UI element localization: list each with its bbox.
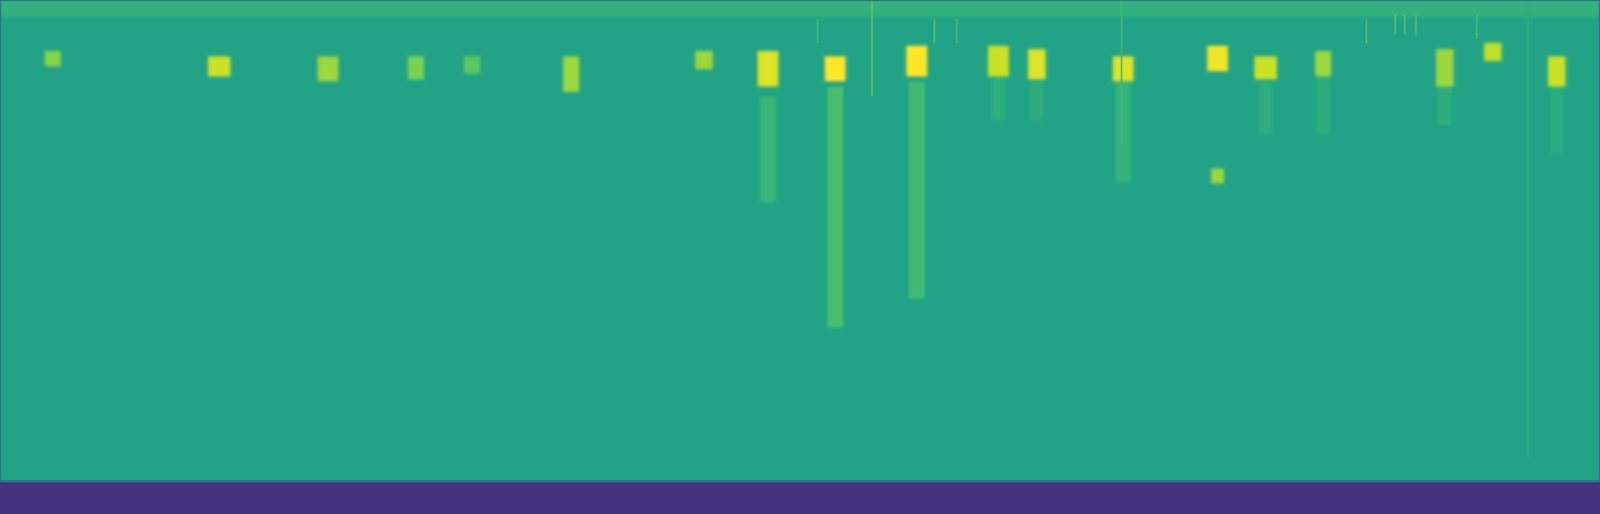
call: [906, 45, 928, 77]
band: [0, 0, 1600, 18]
spectrogram: [0, 0, 1600, 514]
click: [1120, 0, 1123, 145]
call-tail: [1030, 81, 1044, 121]
plot-frame: [0, 0, 1600, 482]
call: [44, 51, 61, 67]
call: [1315, 51, 1332, 77]
call-tail: [1115, 81, 1132, 184]
call: [317, 56, 338, 82]
call: [208, 56, 231, 77]
call: [1254, 56, 1278, 80]
call: [824, 56, 846, 82]
click: [1365, 19, 1368, 44]
call-tail: [1550, 86, 1564, 154]
click: [956, 19, 958, 44]
noise-floor: [0, 0, 1600, 482]
call-tail: [908, 81, 925, 299]
click: [1476, 14, 1478, 39]
call-tail: [1316, 77, 1330, 135]
call: [1112, 56, 1134, 82]
click: [1415, 14, 1417, 34]
call: [1211, 168, 1225, 184]
call-tail: [760, 96, 777, 203]
call: [1207, 45, 1228, 72]
call-tail: [827, 86, 844, 328]
call-tail: [1259, 81, 1273, 135]
call: [1484, 42, 1502, 61]
call: [1027, 49, 1046, 80]
click: [1527, 0, 1529, 458]
call: [563, 56, 580, 92]
click: [871, 0, 873, 97]
click: [816, 19, 819, 44]
call: [987, 45, 1009, 77]
click: [933, 19, 936, 44]
call: [1436, 49, 1454, 87]
call: [1547, 56, 1566, 87]
call-tail: [1438, 86, 1452, 126]
click: [1403, 14, 1406, 34]
call-tail: [991, 77, 1005, 121]
plot-area: [0, 0, 1600, 482]
below-range: [0, 481, 1600, 514]
call: [694, 51, 713, 70]
call: [463, 56, 480, 74]
call: [757, 51, 779, 87]
click: [1394, 14, 1396, 34]
call: [408, 56, 425, 80]
